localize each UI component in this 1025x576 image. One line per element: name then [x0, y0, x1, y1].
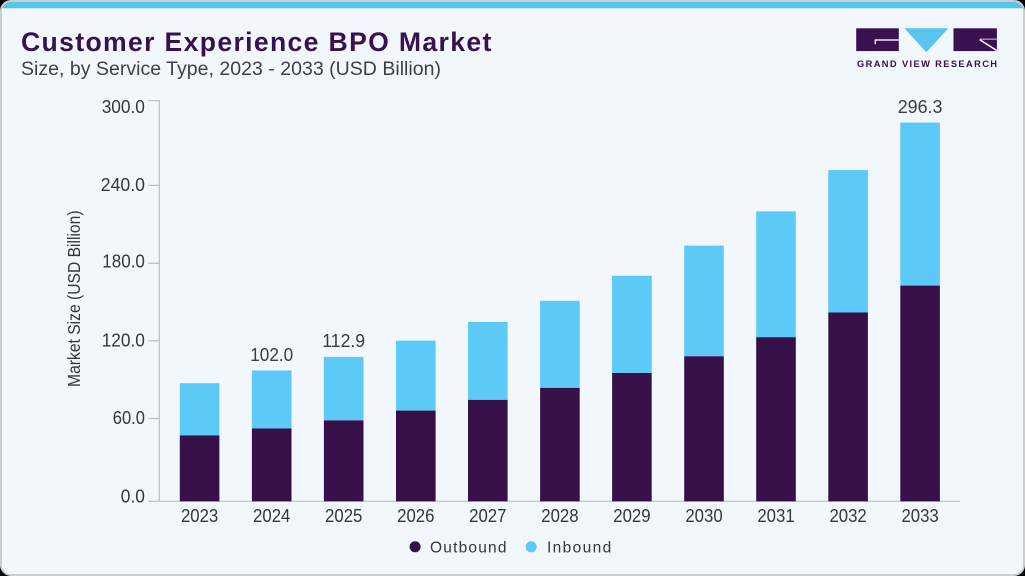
svg-text:2027: 2027	[469, 505, 506, 526]
svg-text:Market Size (USD Billion): Market Size (USD Billion)	[64, 210, 84, 387]
svg-text:120.0: 120.0	[102, 330, 145, 351]
svg-text:Inbound: Inbound	[547, 539, 611, 556]
svg-text:60.0: 60.0	[113, 407, 145, 428]
svg-text:2023: 2023	[181, 505, 218, 526]
svg-text:112.9: 112.9	[322, 330, 365, 351]
svg-text:Outbound: Outbound	[430, 539, 507, 556]
svg-text:Size, by Service Type, 2023 -: Size, by Service Type, 2023 - 2033 (USD …	[21, 58, 441, 80]
svg-text:240.0: 240.0	[101, 174, 145, 195]
svg-text:2031: 2031	[757, 505, 794, 526]
svg-text:2025: 2025	[325, 505, 362, 526]
svg-text:2030: 2030	[685, 505, 722, 526]
svg-text:GRAND VIEW RESEARCH: GRAND VIEW RESEARCH	[857, 59, 997, 69]
svg-text:2026: 2026	[397, 505, 434, 526]
svg-text:2029: 2029	[613, 505, 650, 526]
svg-text:2024: 2024	[253, 505, 290, 526]
svg-text:0.0: 0.0	[121, 485, 145, 506]
svg-text:2028: 2028	[541, 505, 578, 526]
svg-text:2033: 2033	[901, 505, 938, 526]
svg-text:2032: 2032	[829, 505, 866, 526]
svg-text:296.3: 296.3	[898, 96, 943, 117]
svg-text:180.0: 180.0	[102, 251, 145, 272]
svg-text:102.0: 102.0	[250, 344, 293, 365]
svg-text:Customer Experience BPO Market: Customer Experience BPO Market	[21, 27, 491, 57]
svg-text:300.0: 300.0	[102, 96, 145, 117]
